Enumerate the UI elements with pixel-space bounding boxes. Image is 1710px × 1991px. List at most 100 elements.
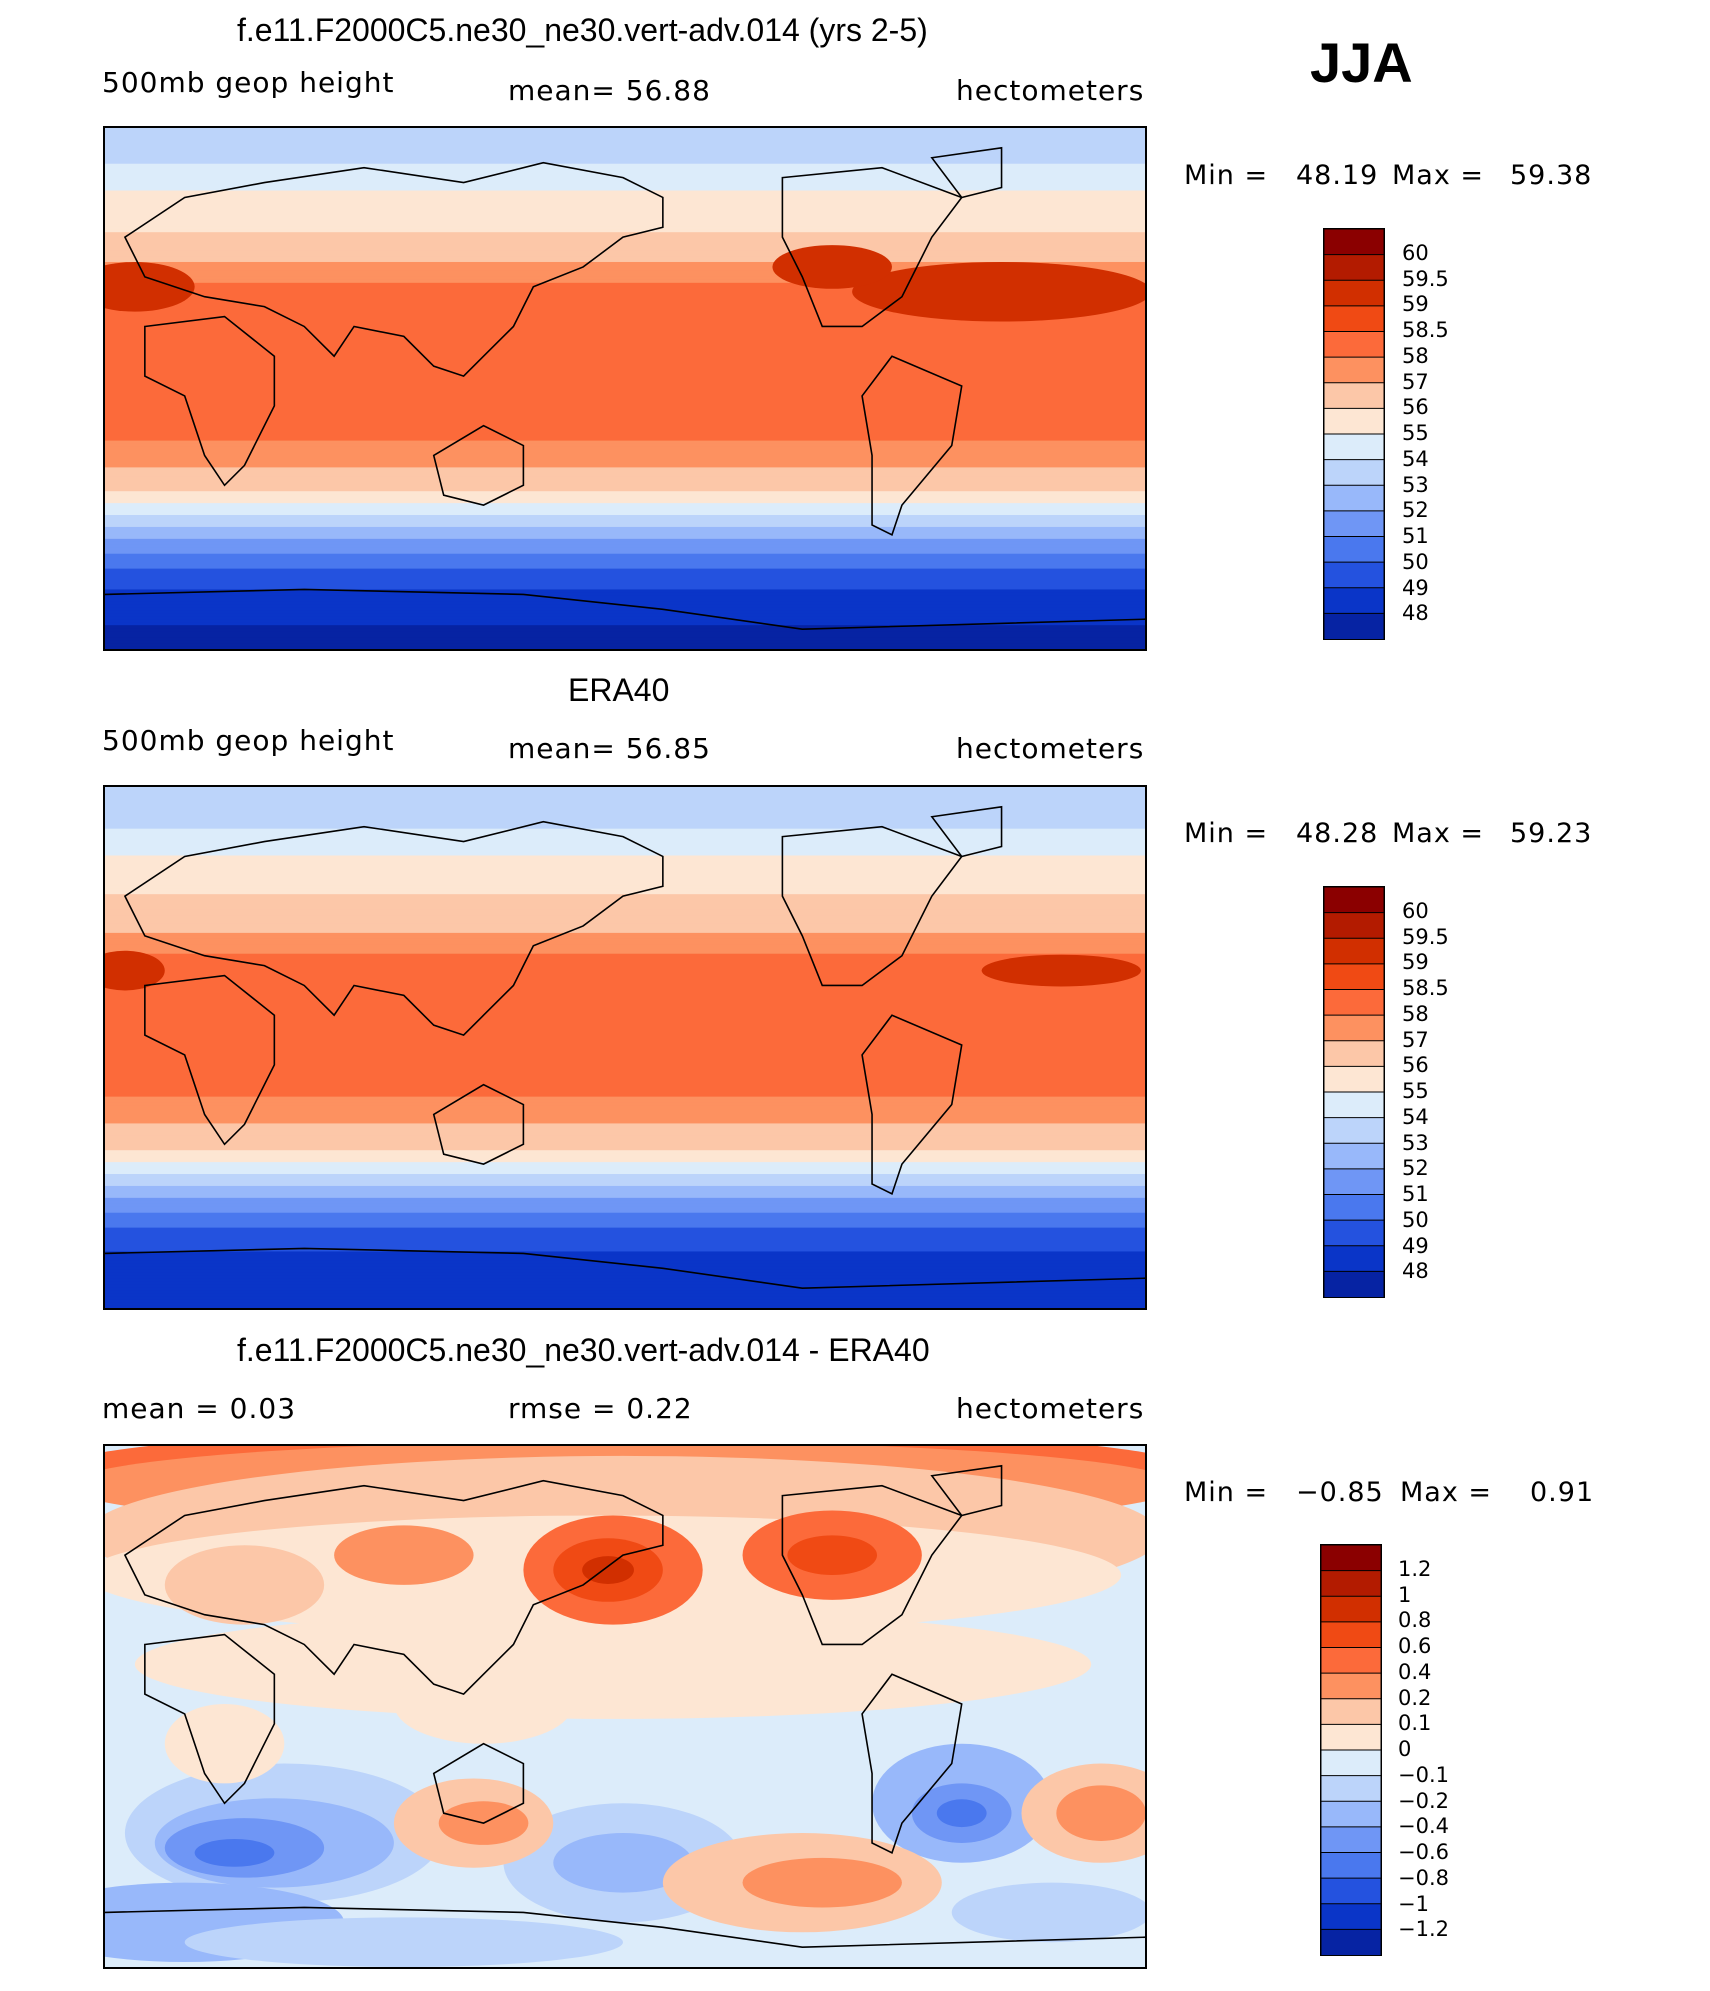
map-band (105, 333, 1145, 337)
map-band (105, 1191, 1145, 1196)
map-band (105, 348, 1145, 352)
map-band (105, 169, 1145, 174)
colorbar-swatch (1324, 510, 1384, 538)
coastline (105, 1906, 1145, 1948)
map-band (105, 1093, 1145, 1098)
colorbar-swatch (1324, 484, 1384, 512)
colorbar-tick-label: 1 (1398, 1582, 1412, 1607)
map-band (105, 834, 1145, 839)
map-band (105, 172, 1145, 177)
coastline (123, 1479, 664, 1696)
panel-diff-min-value: −0.85 (1296, 1477, 1384, 1508)
map-contour-cell (981, 954, 1142, 987)
map-band (105, 250, 1145, 254)
map-band (105, 452, 1145, 457)
map-band (105, 1296, 1145, 1300)
panel-model-min-value: 48.19 (1296, 160, 1379, 191)
colorbar-swatch (1324, 1245, 1384, 1273)
colorbar-swatch (1321, 1545, 1381, 1572)
map-band (105, 1179, 1145, 1184)
map-band (105, 291, 1145, 296)
map-band (105, 643, 1145, 647)
colorbar-tick-label: 58.5 (1402, 318, 1449, 342)
map-contour-cell (951, 1882, 1145, 1943)
colorbar-swatch (1324, 1040, 1384, 1068)
panel-obs-map (103, 785, 1147, 1310)
map-band (105, 915, 1145, 919)
map-band (105, 917, 1145, 922)
map-band (105, 1263, 1145, 1267)
panel-obs-min-value: 48.28 (1296, 818, 1379, 849)
map-band (105, 980, 1145, 985)
map-band (105, 795, 1145, 800)
map-band (105, 1117, 1145, 1122)
map-band (105, 369, 1145, 373)
colorbar-tick-label: 51 (1402, 524, 1429, 548)
map-band (105, 428, 1145, 433)
map-band (105, 568, 1145, 573)
map-band (105, 992, 1145, 996)
map-band (105, 226, 1145, 230)
map-band (105, 580, 1145, 585)
map-band (105, 1078, 1145, 1083)
map-band (105, 395, 1145, 400)
panel-model-units-label: hectometers (956, 74, 1145, 107)
map-band (105, 787, 1145, 791)
map-band (105, 1028, 1145, 1032)
map-band (105, 1284, 1145, 1288)
colorbar-swatch (1324, 587, 1384, 615)
map-band (105, 1293, 1145, 1297)
map-band (105, 604, 1145, 608)
map-band (105, 351, 1145, 355)
panel-model-max-value: 59.38 (1510, 160, 1593, 191)
colorbar-swatch (1324, 536, 1384, 564)
coastline (432, 1083, 525, 1165)
map-band (105, 279, 1145, 284)
map-band (105, 592, 1145, 597)
map-band (105, 986, 1145, 991)
map-band (105, 509, 1145, 513)
map-band (105, 318, 1145, 323)
map-band (105, 321, 1145, 326)
map-band (105, 989, 1145, 994)
map-band (105, 256, 1145, 260)
map-band (105, 1132, 1145, 1136)
map-band (105, 1099, 1145, 1104)
season-label: JJA (1310, 31, 1413, 94)
map-band (105, 389, 1145, 394)
map-band (105, 947, 1145, 952)
map-band (105, 625, 1145, 629)
panel-model-min-label: Min = (1184, 160, 1269, 191)
colorbar-swatch (1321, 1570, 1381, 1598)
colorbar-tick-label: 0.1 (1398, 1711, 1432, 1736)
colorbar-tick-label: 49 (1402, 1233, 1429, 1258)
colorbar-tick-label: 60 (1402, 240, 1429, 265)
colorbar-swatch (1324, 1194, 1384, 1222)
map-band (105, 1302, 1145, 1306)
map-band (105, 419, 1145, 424)
map-band (105, 354, 1145, 358)
map-band (105, 258, 1145, 263)
colorbar-tick-label: 55 (1402, 1079, 1429, 1103)
map-band (105, 282, 1145, 287)
map-band (105, 920, 1145, 925)
map-band (105, 971, 1145, 976)
map-band (105, 944, 1145, 949)
map-band (105, 1230, 1145, 1235)
map-band (105, 601, 1145, 605)
map-band (105, 1165, 1145, 1169)
panel-model-mean-label: mean= 56.88 (508, 74, 711, 107)
colorbar-tick-label: 52 (1402, 498, 1429, 523)
map-band (105, 1084, 1145, 1089)
colorbar-swatch (1324, 612, 1384, 639)
colorbar-tick-label: 55 (1402, 421, 1429, 445)
map-band (105, 1123, 1145, 1127)
map-band (105, 512, 1145, 516)
panel-obs-min-label: Min = (1184, 818, 1269, 849)
colorbar-swatch (1324, 229, 1384, 256)
map-band (105, 449, 1145, 454)
map-band (105, 139, 1145, 144)
coastline (930, 146, 1003, 199)
panel-model-title: f.e11.F2000C5.ne30_ne30.vert-adv.014 (yr… (237, 12, 928, 48)
map-band (105, 303, 1145, 308)
